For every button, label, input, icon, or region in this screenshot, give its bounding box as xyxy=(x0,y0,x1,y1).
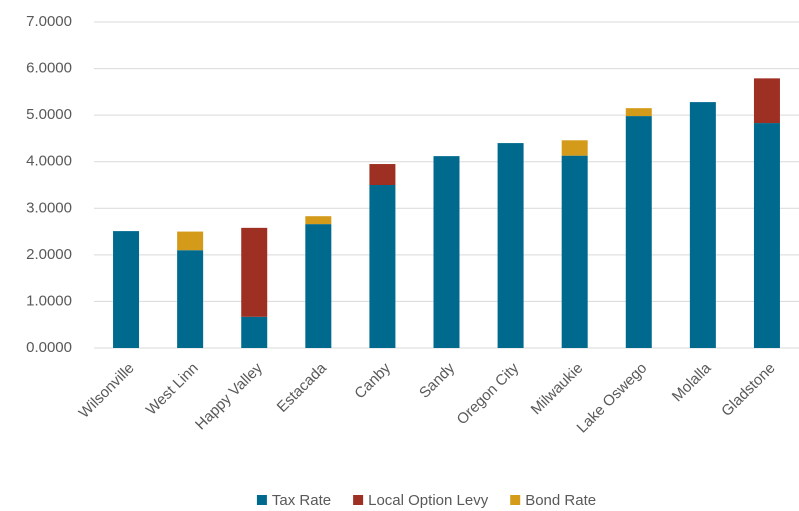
bar-segment xyxy=(177,250,204,348)
bar-segment xyxy=(241,316,268,348)
y-tick-label: 1.0000 xyxy=(26,292,72,309)
y-tick-label: 0.0000 xyxy=(26,339,72,356)
bar-segment xyxy=(305,216,332,225)
x-tick-label: Molalla xyxy=(669,359,715,405)
y-tick-label: 2.0000 xyxy=(26,246,72,263)
bar-segment xyxy=(561,155,588,348)
y-tick-label: 7.0000 xyxy=(26,13,72,30)
x-tick-label: Milwaukie xyxy=(528,360,587,419)
bar-segment xyxy=(433,156,460,348)
bar-segment xyxy=(497,143,524,348)
x-tick-label: West Linn xyxy=(143,360,202,419)
legend-swatch xyxy=(353,495,364,505)
x-tick-label: Canby xyxy=(351,359,394,402)
bar-segment xyxy=(113,231,140,348)
bar-segment xyxy=(561,140,588,156)
y-tick-label: 4.0000 xyxy=(26,153,72,170)
y-tick-label: 6.0000 xyxy=(26,60,72,77)
x-tick-label: Gladstone xyxy=(718,360,778,420)
x-tick-label: Happy Valley xyxy=(192,359,266,433)
bar-segment xyxy=(305,224,332,348)
bar-segment xyxy=(689,102,716,348)
bar-segment xyxy=(753,123,780,348)
bar-segment xyxy=(625,116,652,349)
x-tick-label: Wilsonville xyxy=(76,360,138,422)
legend-label: Tax Rate xyxy=(272,492,331,509)
y-tick-label: 3.0000 xyxy=(26,199,72,216)
x-tick-label: Sandy xyxy=(416,359,458,401)
bar-segment xyxy=(625,108,652,117)
y-tick-label: 5.0000 xyxy=(26,106,72,123)
legend: Tax Rate Local Option Levy Bond Rate xyxy=(256,492,596,509)
bar-segment xyxy=(369,164,396,185)
bar-segment xyxy=(753,78,780,124)
x-tick-label: Oregon City xyxy=(454,359,523,428)
bar-segment xyxy=(241,227,268,317)
legend-label: Local Option Levy xyxy=(368,492,489,509)
legend-label: Bond Rate xyxy=(525,492,596,509)
legend-swatch xyxy=(256,495,267,505)
x-tick-label: Estacada xyxy=(274,359,331,416)
bar-segment xyxy=(177,231,204,251)
legend-swatch xyxy=(510,495,521,505)
bar-segment xyxy=(369,185,396,348)
